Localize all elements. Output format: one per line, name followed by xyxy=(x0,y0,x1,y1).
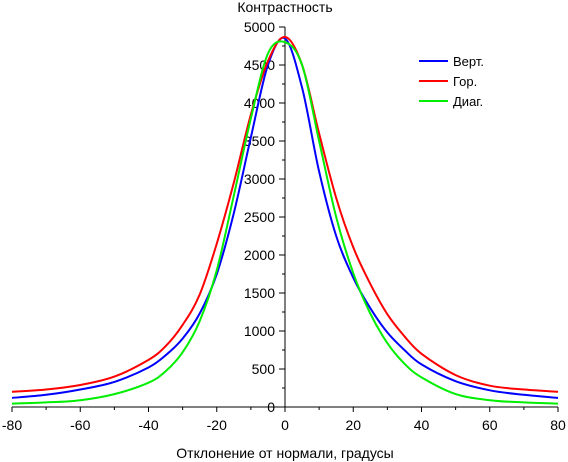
ticks xyxy=(11,26,559,412)
y-tick-label: 2500 xyxy=(244,209,275,225)
y-tick-label: 3000 xyxy=(244,171,275,187)
x-tick-label: -60 xyxy=(70,417,90,433)
series-line-2 xyxy=(11,35,559,393)
y-tick-label: 1500 xyxy=(244,285,275,301)
x-tick-label: 60 xyxy=(482,417,498,433)
series-layer xyxy=(11,35,559,405)
legend: Верт. Гор. Диаг. xyxy=(419,54,484,109)
x-tick-label: 80 xyxy=(550,417,566,433)
y-tick-label: 4000 xyxy=(244,95,275,111)
y-tick-label: 0 xyxy=(267,399,275,415)
x-tick-label: -40 xyxy=(138,417,158,433)
y-axis-title: Контрастность xyxy=(237,0,332,15)
legend-label-2: Гор. xyxy=(453,74,477,89)
series-line-3 xyxy=(11,40,559,405)
y-tick-label: 2000 xyxy=(244,247,275,263)
x-tick-label: 40 xyxy=(414,417,430,433)
y-tick-label: 1000 xyxy=(244,323,275,339)
series-line-1 xyxy=(11,36,559,399)
x-tick-label: -80 xyxy=(2,417,22,433)
x-tick-label: -20 xyxy=(207,417,227,433)
y-tick-label: 500 xyxy=(252,361,276,377)
tick-labels: -80 -60 -40 -20 0 20 40 60 80 0 500 1000 1500 2000 250… xyxy=(2,19,566,433)
x-tick-label: 0 xyxy=(281,417,289,433)
legend-label-3: Диаг. xyxy=(453,94,483,109)
legend-label-1: Верт. xyxy=(453,54,484,69)
x-tick-label: 20 xyxy=(345,417,361,433)
x-axis-title: Отклонение от нормали, градусы xyxy=(176,445,393,461)
y-tick-label: 5000 xyxy=(244,19,275,35)
